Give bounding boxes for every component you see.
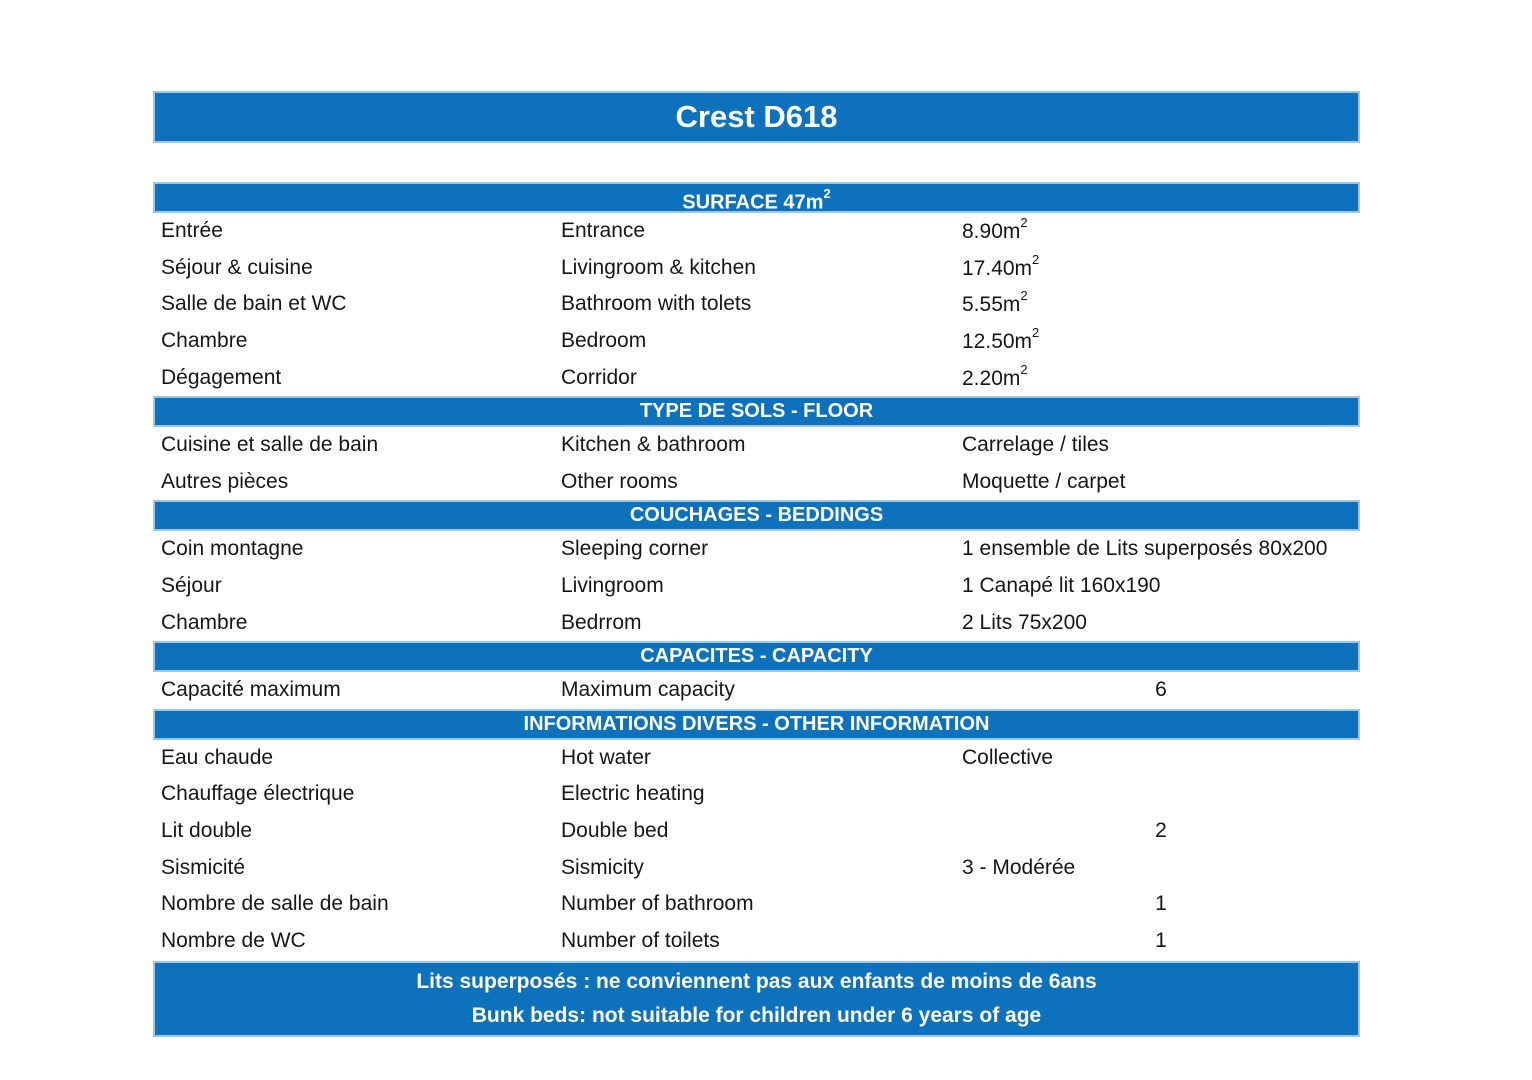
section-header-beddings: COUCHAGES - BEDDINGS: [153, 500, 1360, 532]
warning-line-en: Bunk beds: not suitable for children und…: [471, 1004, 1042, 1028]
label-fr: Salle de bain et WC: [161, 292, 347, 316]
row-value: 8.90m2: [962, 215, 1360, 244]
label-en: Maximum capacity: [561, 678, 735, 702]
table-row: Coin montagne Sleeping corner 1 ensemble…: [153, 531, 1360, 568]
table-row: Nombre de WC Number of toilets 1: [153, 923, 1360, 960]
label-fr: Lit double: [161, 819, 253, 843]
warning-line-fr: Lits superposés : ne conviennent pas aux…: [416, 970, 1097, 994]
label-fr: Séjour & cuisine: [161, 255, 313, 279]
property-info-sheet: Crest D618 SURFACE 47m2 Entrée Entrance …: [153, 91, 1360, 1038]
label-fr: Cuisine et salle de bain: [161, 433, 379, 457]
label-fr: Capacité maximum: [161, 678, 341, 702]
page-title: Crest D618: [675, 99, 838, 134]
label-fr: Autres pièces: [161, 469, 289, 493]
row-value: 5.55m2: [962, 288, 1360, 317]
table-row: Chambre Bedroom 12.50m2: [153, 323, 1360, 360]
label-fr: Chambre: [161, 610, 248, 634]
label-en: Entrance: [561, 219, 646, 243]
label-en: Number of bathroom: [561, 892, 754, 916]
label-en: Hot water: [561, 745, 651, 769]
superscript-2: 2: [1020, 361, 1028, 377]
section-header-capacity-label: CAPACITES - CAPACITY: [640, 644, 873, 667]
table-row: Eau chaude Hot water Collective: [153, 740, 1360, 777]
label-en: Kitchen & bathroom: [561, 433, 746, 457]
value-text: 17.40m: [962, 256, 1033, 280]
label-fr: Nombre de WC: [161, 928, 306, 952]
document-title-bar: Crest D618: [153, 91, 1360, 143]
label-fr: Entrée: [161, 219, 223, 243]
row-value: Collective: [962, 745, 1054, 769]
table-row: Lit double Double bed 2: [153, 813, 1360, 850]
superscript-2: 2: [823, 186, 831, 201]
table-row: Chambre Bedrrom 2 Lits 75x200: [153, 604, 1360, 641]
label-en: Electric heating: [561, 782, 705, 806]
row-value: 17.40m2: [962, 251, 1360, 281]
table-row: Séjour & cuisine Livingroom & kitchen 17…: [153, 250, 1360, 287]
label-fr: Chauffage électrique: [161, 782, 355, 806]
label-en: Number of toilets: [561, 928, 720, 952]
row-value: Carrelage / tiles: [962, 433, 1110, 457]
table-row: Chauffage électrique Electric heating: [153, 776, 1360, 813]
label-en: Double bed: [561, 819, 669, 843]
section-header-capacity: CAPACITES - CAPACITY: [153, 640, 1360, 672]
superscript-2: 2: [1020, 288, 1028, 304]
table-row: Séjour Livingroom 1 Canapé lit 160x190: [153, 568, 1360, 605]
row-value: 1 Canapé lit 160x190: [962, 574, 1161, 598]
table-row: Cuisine et salle de bain Kitchen & bathr…: [153, 427, 1360, 464]
section-header-other-info-label: INFORMATIONS DIVERS - OTHER INFORMATION: [523, 712, 990, 735]
section-header-other-info: INFORMATIONS DIVERS - OTHER INFORMATION: [153, 708, 1360, 740]
label-en: Other rooms: [561, 469, 678, 493]
row-value: 2: [1155, 819, 1167, 843]
label-fr: Séjour: [161, 574, 222, 598]
table-row: Entrée Entrance 8.90m2: [153, 213, 1360, 250]
row-value: 1 ensemble de Lits superposés 80x200: [962, 537, 1328, 561]
row-value: 1: [1155, 928, 1167, 952]
label-en: Bedrrom: [561, 610, 642, 634]
table-row: Capacité maximum Maximum capacity 6: [153, 672, 1360, 709]
label-en: Sismicity: [561, 855, 644, 879]
section-header-floor: TYPE DE SOLS - FLOOR: [153, 395, 1360, 427]
row-value: 2.20m2: [962, 361, 1360, 391]
section-header-floor-label: TYPE DE SOLS - FLOOR: [639, 399, 874, 422]
label-en: Sleeping corner: [561, 537, 709, 561]
row-value: 3 - Modérée: [962, 855, 1076, 879]
row-value: Moquette / carpet: [962, 469, 1126, 493]
label-fr: Nombre de salle de bain: [161, 892, 389, 916]
value-text: 2.20m: [962, 366, 1021, 390]
row-value: 12.50m2: [962, 325, 1360, 354]
table-row: Autres pièces Other rooms Moquette / car…: [153, 464, 1360, 501]
label-fr: Coin montagne: [161, 537, 304, 561]
label-fr: Dégagement: [161, 365, 282, 389]
label-en: Corridor: [561, 365, 637, 389]
label-en: Bedroom: [561, 329, 647, 353]
table-row: Sismicité Sismicity 3 - Modérée: [153, 849, 1360, 886]
table-row: Nombre de salle de bain Number of bathro…: [153, 886, 1360, 923]
superscript-2: 2: [1020, 215, 1028, 231]
bunk-bed-warning-band: Lits superposés : ne conviennent pas aux…: [153, 961, 1360, 1038]
value-text: 12.50m: [962, 330, 1033, 354]
section-header-surface: SURFACE 47m2: [153, 182, 1360, 214]
table-row: Salle de bain et WC Bathroom with tolets…: [153, 286, 1360, 323]
row-value: 1: [1155, 892, 1167, 916]
superscript-2: 2: [1032, 251, 1040, 267]
label-en: Livingroom: [561, 574, 664, 598]
value-text: 5.55m: [962, 293, 1021, 317]
superscript-2: 2: [1032, 325, 1040, 341]
label-en: Bathroom with tolets: [561, 292, 752, 316]
label-en: Livingroom & kitchen: [561, 255, 756, 279]
label-fr: Chambre: [161, 329, 248, 353]
section-header-surface-label: SURFACE 47m: [682, 191, 824, 214]
row-value: 6: [1155, 678, 1167, 702]
row-value: 2 Lits 75x200: [962, 610, 1087, 634]
value-text: 8.90m: [962, 220, 1021, 244]
table-row: Dégagement Corridor 2.20m2: [153, 359, 1360, 396]
section-header-beddings-label: COUCHAGES - BEDDINGS: [629, 504, 884, 527]
label-fr: Sismicité: [161, 855, 246, 879]
label-fr: Eau chaude: [161, 745, 274, 769]
